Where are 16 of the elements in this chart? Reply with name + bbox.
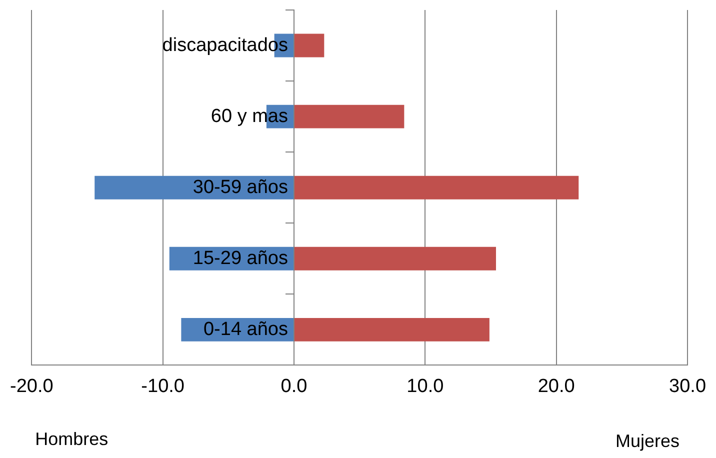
bar (294, 318, 490, 342)
x-tick-label: 30.0 (669, 376, 706, 397)
bar (294, 246, 496, 270)
x-tick-label: -10.0 (141, 376, 184, 397)
bar (294, 34, 324, 58)
bar (294, 176, 579, 200)
text: Mujeres (615, 430, 680, 451)
bar (294, 104, 404, 128)
y-tick-label: 0-14 años (203, 318, 288, 340)
text: Hombres (35, 428, 108, 449)
x-tick-label: 0.0 (280, 376, 308, 397)
x-tick-label: 10.0 (406, 376, 444, 397)
x-tick-label: 20.0 (538, 376, 575, 397)
x-tick-label: -20.0 (10, 376, 54, 397)
y-tick-label: 15-29 años (192, 248, 288, 269)
y-tick-label: 30-59 años (192, 176, 288, 198)
